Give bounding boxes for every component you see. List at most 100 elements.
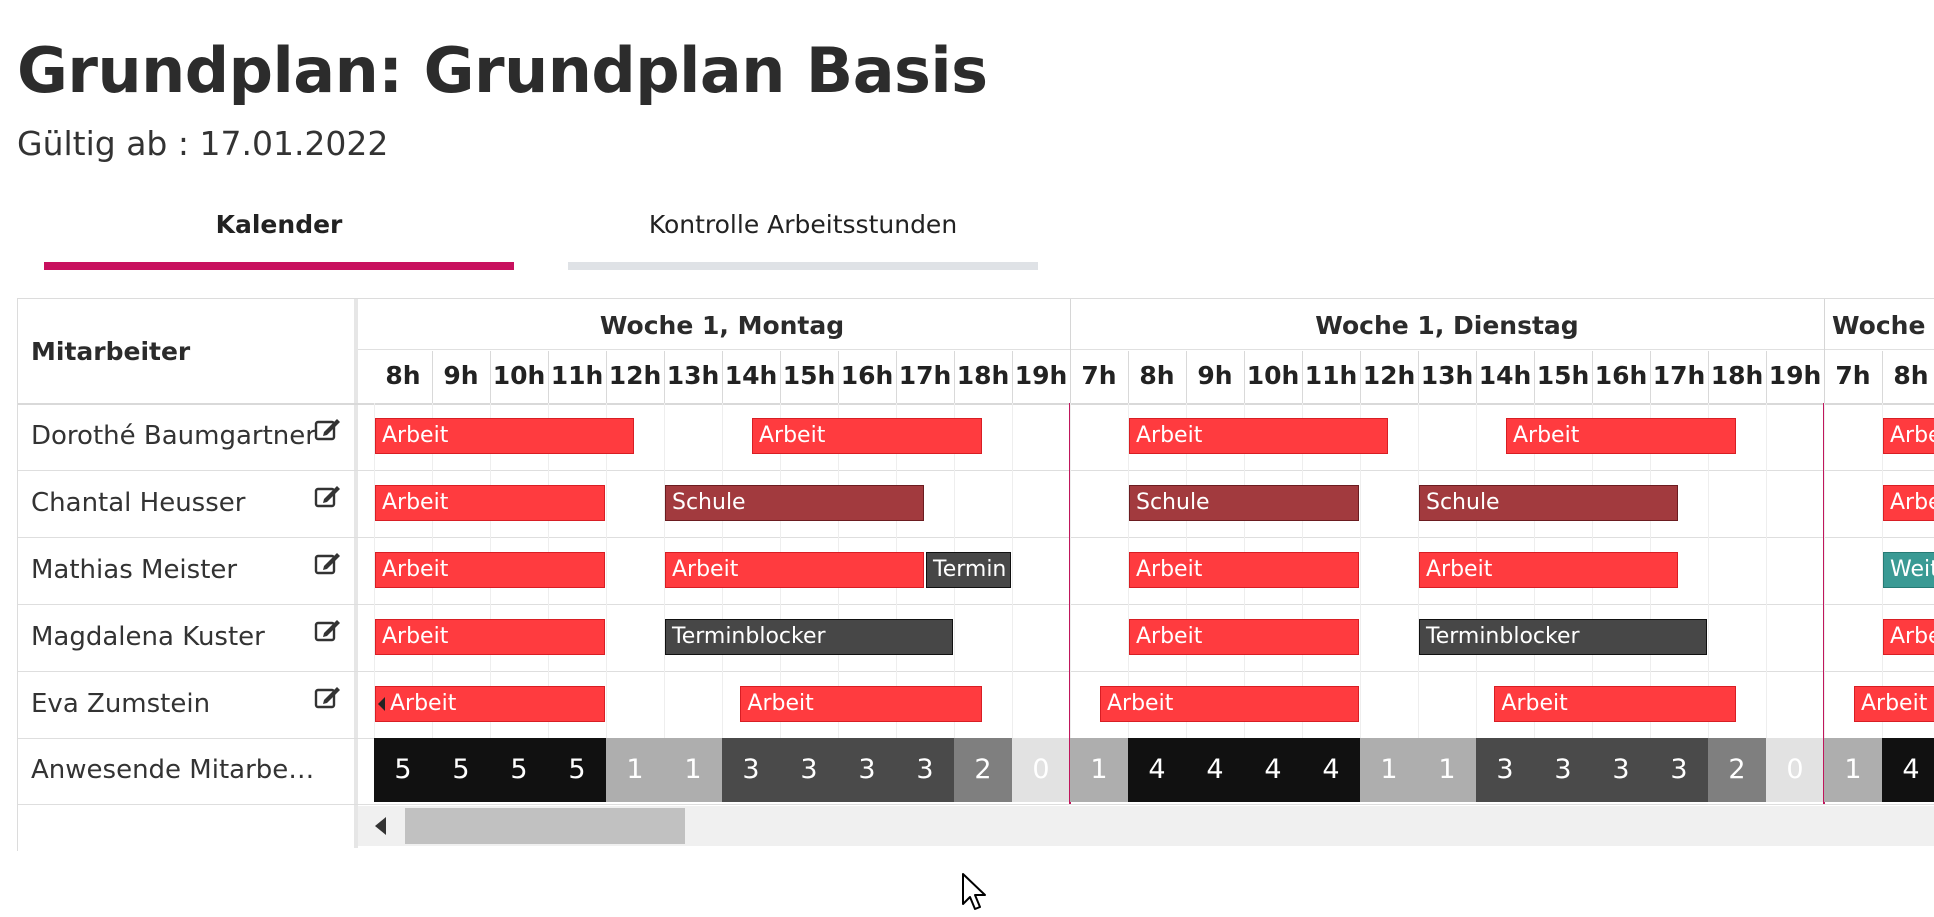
attendance-count: 3 (1476, 738, 1534, 802)
attendance-count: 1 (1824, 738, 1882, 802)
grid-column-line (1708, 403, 1709, 738)
shift-block-arbeit[interactable]: Arbeit (1129, 619, 1359, 655)
hour-header: 13h (666, 361, 720, 390)
attendance-count: 2 (1708, 738, 1766, 802)
grid-column-line (1766, 403, 1767, 738)
schedule-grid: Mitarbeiter Dorothé Baumgartner Chantal H… (17, 298, 1934, 851)
shift-block-arbeit[interactable]: Arbeit (375, 418, 634, 454)
hour-divider (780, 351, 781, 403)
hour-header: 18h (956, 361, 1010, 390)
attendance-count: 1 (664, 738, 722, 802)
edit-icon[interactable] (314, 416, 342, 442)
attendance-count: 1 (1360, 738, 1418, 802)
tab-kontrolle-arbeitsstunden[interactable]: Kontrolle Arbeitsstunden (648, 210, 958, 239)
page-title: Grundplan: Grundplan Basis (17, 34, 988, 107)
hour-header: 14h (1478, 361, 1532, 390)
shift-block-arbeit[interactable]: Arbeit (1129, 552, 1359, 588)
shift-block-arbeit[interactable]: Arbeit (375, 619, 605, 655)
employee-name: Chantal Heusser (31, 488, 246, 518)
grid-column-line (664, 403, 665, 738)
hour-header: 10h (1246, 361, 1300, 390)
row-divider (18, 671, 1934, 672)
hour-divider (1592, 351, 1593, 403)
row-divider (18, 604, 1934, 605)
edit-icon[interactable] (314, 684, 342, 710)
hour-header: 7h (1081, 361, 1117, 390)
shift-block-arbeit[interactable]: Arbeit (375, 552, 605, 588)
hour-divider (1128, 351, 1129, 403)
attendance-count: 3 (1534, 738, 1592, 802)
shift-block-arbeit[interactable]: Arbeit (1494, 686, 1736, 722)
hour-header: 12h (608, 361, 662, 390)
employee-name: Magdalena Kuster (31, 622, 265, 652)
shift-block-terminblocker[interactable]: Terminblocker (665, 619, 953, 655)
tab-kalender[interactable]: Kalender (215, 210, 343, 239)
attendance-count: 4 (1186, 738, 1244, 802)
hours-divider (358, 349, 1934, 350)
hour-divider (432, 351, 433, 403)
hour-divider (1360, 351, 1361, 403)
hour-divider (664, 351, 665, 403)
hour-header: 14h (724, 361, 778, 390)
edit-icon[interactable] (314, 483, 342, 509)
grid-column-line (1360, 403, 1361, 738)
shift-block-arbeit[interactable]: Arbeit (1883, 418, 1934, 454)
shift-block-terminblocker[interactable]: Termin (926, 552, 1011, 588)
shift-block-schule[interactable]: Schule (665, 485, 924, 521)
hour-header: 9h (443, 361, 479, 390)
shift-block-schule[interactable]: Schule (1419, 485, 1678, 521)
shift-block-arbeit[interactable]: Arbeit (752, 418, 982, 454)
scroll-left-arrow-icon[interactable] (375, 817, 386, 835)
mouse-cursor-icon (962, 873, 986, 910)
shift-block-arbeit[interactable]: Arbeit (1506, 418, 1736, 454)
shift-block-arbeit[interactable]: Arbeit (375, 485, 605, 521)
hour-divider (1534, 351, 1535, 403)
shift-block-schule[interactable]: Schule (1129, 485, 1359, 521)
hour-divider (1650, 351, 1651, 403)
shift-block-arbeit[interactable]: Arbeit (375, 686, 605, 722)
grid-column-line (1012, 403, 1013, 738)
shift-block-arbeit[interactable]: Arbeit (740, 686, 982, 722)
edit-icon[interactable] (314, 550, 342, 576)
shift-block-arbeit[interactable]: Arbeit (665, 552, 924, 588)
hour-divider (954, 351, 955, 403)
attendance-count: 3 (722, 738, 780, 802)
hour-header: 10h (492, 361, 546, 390)
shift-block-arbeit[interactable]: Arbeit (1129, 418, 1388, 454)
employee-column-header: Mitarbeiter (31, 337, 191, 366)
hour-divider (1186, 351, 1187, 403)
hour-divider (1244, 351, 1245, 403)
hour-header: 15h (1536, 361, 1590, 390)
hour-divider (548, 351, 549, 403)
grid-column-line (1128, 403, 1129, 738)
hour-header: 8h (1139, 361, 1175, 390)
row-divider (18, 537, 1934, 538)
shift-block-arbeit[interactable]: Arbeit (1854, 686, 1934, 722)
attendance-count: 5 (374, 738, 432, 802)
hour-divider (896, 351, 897, 403)
hour-divider (606, 351, 607, 403)
shift-block-terminblocker[interactable]: Terminblocker (1419, 619, 1707, 655)
shift-block-arbeit[interactable]: Arbeit (1100, 686, 1359, 722)
hour-header: 15h (782, 361, 836, 390)
hour-header: 19h (1768, 361, 1822, 390)
shift-block-arbeit[interactable]: Arbeit (1883, 485, 1934, 521)
hour-divider (490, 351, 491, 403)
hour-header: 11h (550, 361, 604, 390)
shift-block-arbeit[interactable]: Arbeit (1883, 619, 1934, 655)
hour-divider (1708, 351, 1709, 403)
hour-header: 19h (1014, 361, 1068, 390)
employee-name: Mathias Meister (31, 555, 238, 585)
header-divider (18, 403, 1934, 405)
shift-block-weiterbildung[interactable]: Weiter (1883, 552, 1934, 588)
shift-block-arbeit[interactable]: Arbeit (1419, 552, 1678, 588)
edit-icon[interactable] (314, 617, 342, 643)
attendance-count: 5 (490, 738, 548, 802)
grid-column-line (1824, 403, 1825, 738)
employee-name: Eva Zumstein (31, 689, 211, 719)
hour-header: 16h (1594, 361, 1648, 390)
hour-divider (1766, 351, 1767, 403)
footer-label: Anwesende Mitarbeiter (31, 755, 321, 785)
attendance-count: 3 (896, 738, 954, 802)
horizontal-scrollbar-thumb[interactable] (405, 808, 685, 844)
